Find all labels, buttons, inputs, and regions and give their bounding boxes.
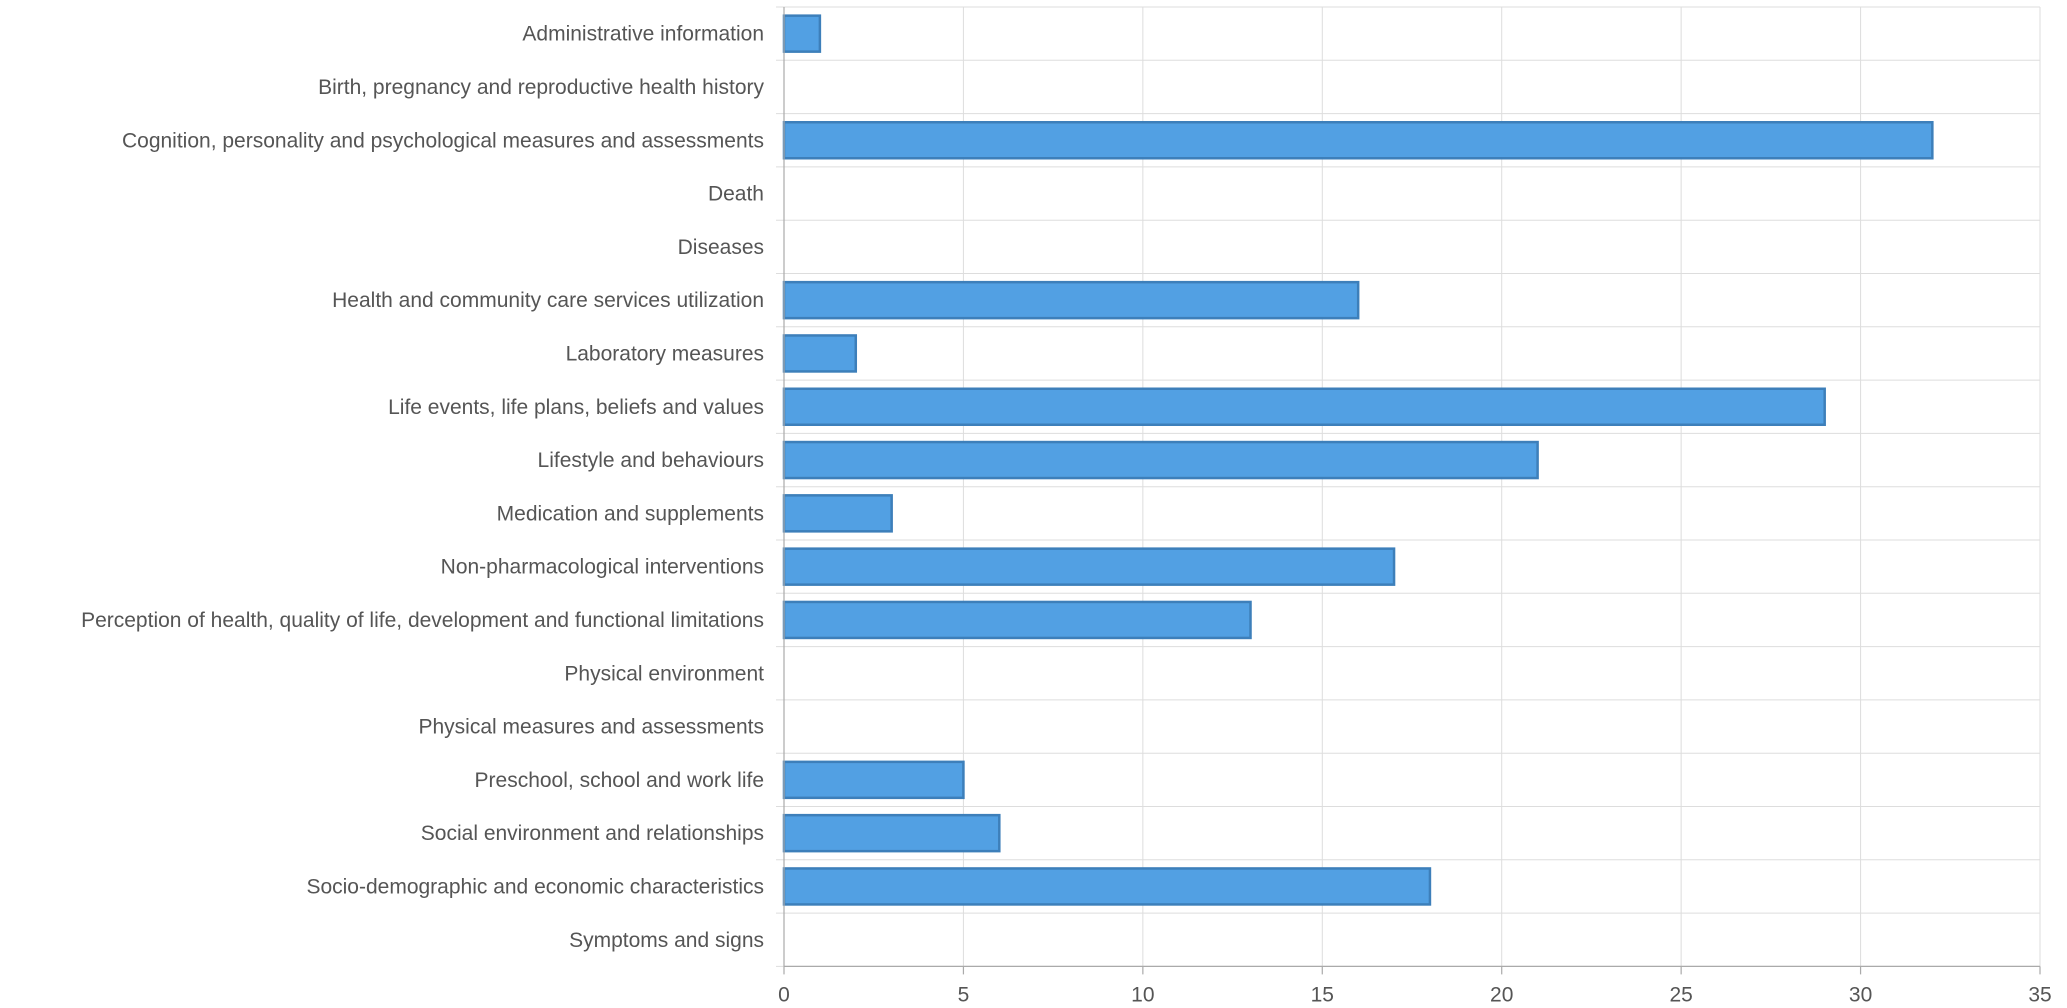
bar: [782, 14, 822, 53]
category-label: Death: [708, 183, 764, 206]
category-label: Lifestyle and behaviours: [538, 449, 764, 472]
axis-layer: [783, 7, 2041, 975]
category-label: Preschool, school and work life: [475, 769, 764, 792]
bar: [782, 813, 1001, 853]
category-label: Cognition, personality and psychological…: [122, 129, 764, 152]
bar: [782, 760, 965, 800]
grid-layer: [776, 6, 2041, 967]
tick-label-layer: 0 5 10 15 20 25 30 35: [778, 983, 2052, 1006]
bar-layer: [782, 14, 1934, 906]
category-label: Birth, pregnancy and reproductive health…: [318, 76, 764, 99]
bar: [782, 547, 1396, 586]
category-label: Non-pharmacological interventions: [441, 556, 764, 579]
x-tick-label: 25: [1669, 983, 1692, 1006]
category-label: Socio-demographic and economic character…: [306, 875, 764, 898]
x-tick-label: 20: [1490, 983, 1513, 1006]
bar: [782, 121, 1934, 160]
x-tick-label: 0: [778, 983, 790, 1006]
bar: [782, 387, 1826, 426]
bar: [782, 867, 1432, 906]
category-label: Social environment and relationships: [421, 822, 764, 845]
x-tick-label: 10: [1131, 983, 1154, 1006]
x-tick-label: 35: [2028, 983, 2051, 1006]
x-tick-label: 30: [1849, 983, 1872, 1006]
bar: [782, 334, 858, 373]
bar: [782, 440, 1539, 480]
category-label: Health and community care services utili…: [332, 289, 764, 312]
bar: [782, 494, 893, 533]
category-label-layer: Administrative information Birth, pregnan…: [81, 23, 764, 952]
category-label: Medication and supplements: [497, 502, 764, 525]
category-label: Symptoms and signs: [569, 929, 764, 952]
x-tick-label: 5: [958, 983, 970, 1006]
category-label: Laboratory measures: [566, 342, 764, 365]
category-label: Life events, life plans, beliefs and val…: [388, 396, 764, 419]
category-label: Physical measures and assessments: [419, 716, 765, 739]
x-tick-label: 15: [1311, 983, 1334, 1006]
bar: [782, 600, 1252, 640]
category-label: Diseases: [678, 236, 764, 259]
category-label: Perception of health, quality of life, d…: [81, 609, 764, 632]
bar: [782, 280, 1360, 320]
category-label: Administrative information: [522, 23, 764, 46]
category-label: Physical environment: [564, 662, 764, 685]
